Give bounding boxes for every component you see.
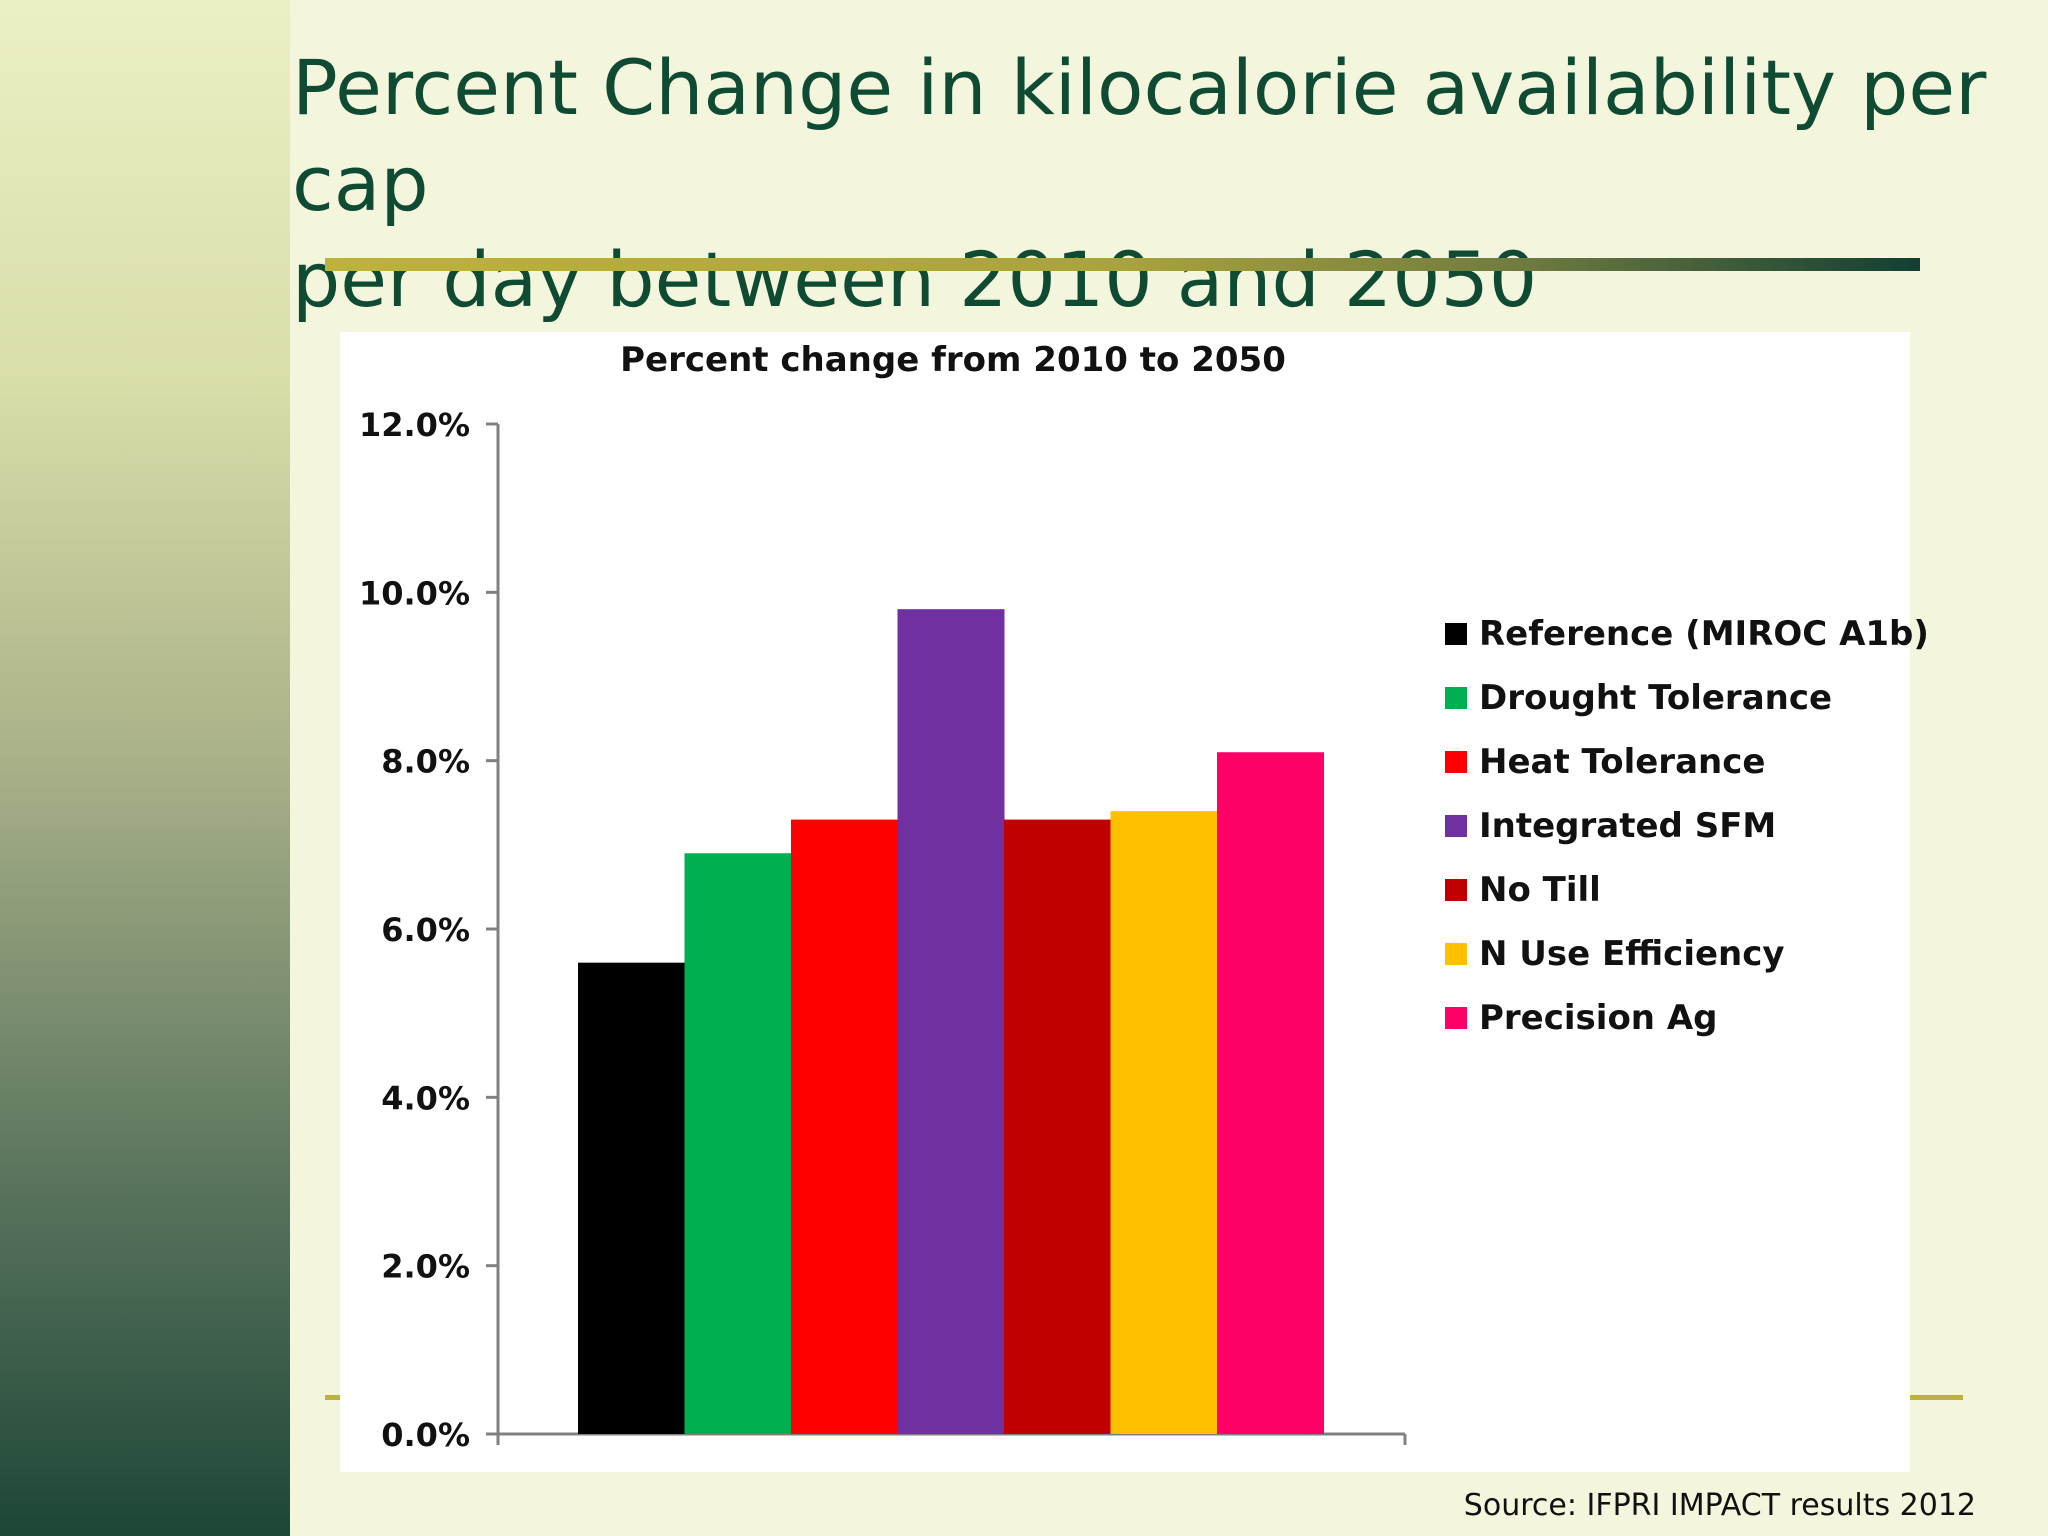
chart-legend: Reference (MIROC A1b) Drought Tolerance He… bbox=[1445, 602, 1929, 1050]
legend-swatch bbox=[1445, 1007, 1467, 1029]
legend-label: Integrated SFM bbox=[1479, 806, 1777, 846]
bar-heat-tolerance bbox=[791, 819, 898, 1434]
y-tick-label: 6.0% bbox=[381, 911, 470, 949]
bar-precision-ag bbox=[1217, 752, 1324, 1434]
legend-item: Integrated SFM bbox=[1445, 794, 1929, 858]
y-tick-label: 10.0% bbox=[359, 574, 470, 612]
legend-swatch bbox=[1445, 815, 1467, 837]
bar-chart: Percent change from 2010 to 2050 0.0% 2.0… bbox=[359, 340, 1407, 1454]
y-tick-label: 0.0% bbox=[381, 1416, 470, 1454]
legend-label: Reference (MIROC A1b) bbox=[1479, 614, 1929, 654]
bar-n-use-efficiency bbox=[1110, 811, 1218, 1434]
source-note: Source: IFPRI IMPACT results 2012 bbox=[1463, 1488, 1976, 1523]
bar-reference-miroc-a1b bbox=[578, 962, 685, 1434]
legend-item: N Use Efficiency bbox=[1445, 922, 1929, 986]
legend-swatch bbox=[1445, 879, 1467, 901]
bar-integrated-sfm bbox=[897, 609, 1005, 1434]
legend-label: Drought Tolerance bbox=[1479, 678, 1833, 718]
legend-item: Reference (MIROC A1b) bbox=[1445, 602, 1929, 666]
bar-no-till bbox=[1004, 819, 1111, 1434]
legend-label: Precision Ag bbox=[1479, 998, 1718, 1038]
legend-swatch bbox=[1445, 751, 1467, 773]
legend-label: N Use Efficiency bbox=[1479, 934, 1785, 974]
legend-item: Drought Tolerance bbox=[1445, 666, 1929, 730]
y-tick-label: 2.0% bbox=[381, 1248, 470, 1286]
legend-item: Heat Tolerance bbox=[1445, 730, 1929, 794]
legend-item: Precision Ag bbox=[1445, 986, 1929, 1050]
legend-swatch bbox=[1445, 687, 1467, 709]
legend-label: Heat Tolerance bbox=[1479, 742, 1766, 782]
legend-item: No Till bbox=[1445, 858, 1929, 922]
title-underline bbox=[325, 258, 1920, 271]
chart-bars bbox=[578, 609, 1324, 1434]
chart-panel: Percent change from 2010 to 2050 0.0% 2.0… bbox=[340, 332, 1929, 1472]
bar-drought-tolerance bbox=[684, 853, 792, 1434]
legend-label: No Till bbox=[1479, 870, 1601, 910]
y-tick-label: 4.0% bbox=[381, 1079, 470, 1117]
side-gradient-band bbox=[0, 0, 290, 1536]
legend-swatch bbox=[1445, 943, 1467, 965]
y-tick-label: 8.0% bbox=[381, 743, 470, 781]
legend-swatch bbox=[1445, 623, 1467, 645]
chart-title: Percent change from 2010 to 2050 bbox=[620, 340, 1286, 380]
y-tick-label: 12.0% bbox=[359, 406, 470, 444]
slide-title: Percent Change in kilocalorie availabili… bbox=[292, 43, 1987, 324]
